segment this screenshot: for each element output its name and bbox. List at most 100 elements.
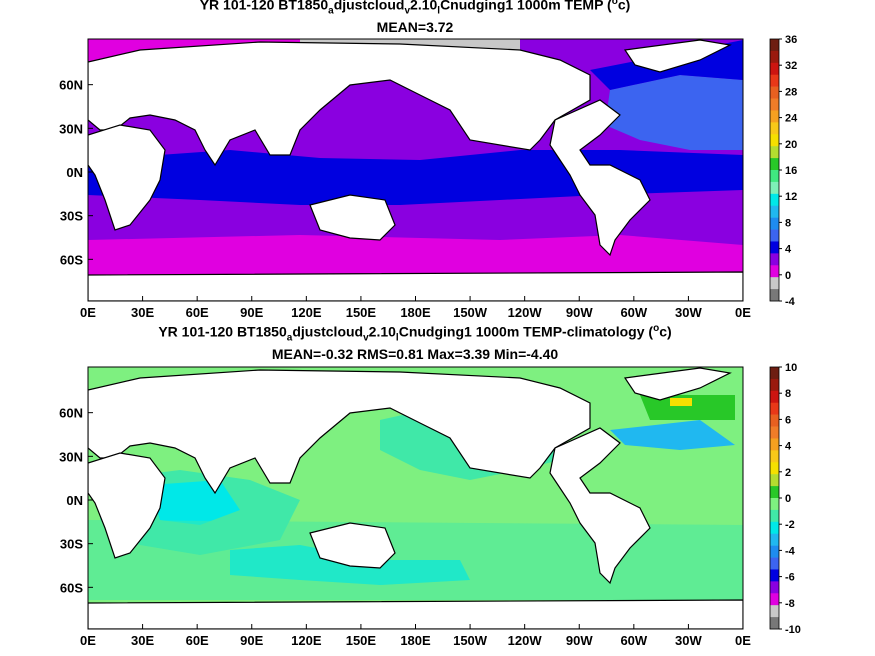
bottom-x-tick-label: 150E	[346, 633, 377, 648]
bottom-map-title: YR 101-120 BT1850adjustcloudv2.10lCnudgi…	[158, 323, 672, 344]
bottom-colorbar-swatch	[770, 545, 779, 558]
bottom-x-tick-label: 150W	[453, 633, 488, 648]
top-y-tick-label: 60N	[59, 78, 83, 93]
top-colorbar-swatch	[770, 253, 779, 266]
top-colorbar-swatch	[770, 50, 779, 64]
bottom-colorbar-swatch	[770, 569, 779, 582]
top-colorbar-label: 12	[785, 191, 797, 203]
top-colorbar-swatch	[770, 86, 779, 99]
bottom-colorbar-label: 0	[785, 493, 791, 505]
bottom-colorbar-swatch	[770, 509, 779, 523]
top-map	[88, 39, 743, 301]
top-colorbar-swatch	[770, 193, 779, 207]
top-x-tick-label: 180E	[400, 305, 431, 320]
top-colorbar-label: 4	[785, 244, 792, 256]
bottom-colorbar-label: 4	[785, 441, 792, 453]
top-colorbar-swatch	[770, 241, 779, 254]
top-colorbar-swatch	[770, 62, 779, 76]
top-colorbar-label: 24	[785, 113, 798, 125]
top-colorbar-swatch	[770, 205, 779, 218]
bottom-colorbar-label: 2	[785, 467, 791, 479]
top-colorbar-label: -4	[785, 296, 796, 308]
bottom-x-tick-label: 0E	[735, 633, 751, 648]
bottom-north-atlantic-green	[640, 395, 735, 420]
bottom-x-tick-label: 120E	[291, 633, 322, 648]
top-greenland-land	[623, 39, 732, 73]
top-eurasia-land	[88, 41, 591, 167]
bottom-y-tick-label: 30N	[59, 449, 83, 464]
bottom-y-tick-label: 60N	[59, 406, 83, 421]
bottom-colorbar-swatch	[770, 426, 779, 439]
top-x-tick-label: 150W	[453, 305, 488, 320]
top-colorbar-swatch	[770, 39, 779, 52]
bottom-southern-mint	[88, 520, 743, 600]
bottom-colorbar-swatch	[770, 462, 779, 475]
top-colorbar-swatch	[770, 98, 779, 111]
bottom-x-tick-label: 90W	[566, 633, 593, 648]
bottom-x-tick-label: 30E	[131, 633, 154, 648]
top-map-stats: MEAN=3.72	[376, 19, 454, 35]
top-x-tick-label: 30E	[131, 305, 154, 320]
bottom-colorbar-label: -4	[785, 545, 796, 557]
top-y-tick-label: 30S	[60, 209, 83, 224]
bottom-colorbar-label: 8	[785, 388, 791, 400]
top-antarctica-land	[88, 271, 743, 301]
top-x-axis-ticks: 0E 30E 60E 90E 120E 150E 180E 150W 120W 90W 60W 30W…	[80, 296, 751, 320]
bottom-colorbar-swatch	[770, 474, 779, 487]
bottom-colorbar-label: -8	[785, 598, 795, 610]
top-x-tick-label: 0E	[80, 305, 96, 320]
bottom-colorbar-swatch	[770, 438, 779, 451]
top-colorbar-swatch	[770, 277, 779, 290]
top-colorbar-swatch	[770, 122, 779, 135]
top-colorbar-label: 20	[785, 139, 797, 151]
top-colorbar-swatch	[770, 170, 779, 183]
top-x-tick-label: 90W	[566, 305, 593, 320]
bottom-colorbar-label: -2	[785, 519, 795, 531]
bottom-colorbar-swatch	[770, 557, 779, 570]
bottom-land	[88, 367, 743, 629]
top-colorbar-label: 0	[785, 270, 791, 282]
top-colorbar-swatch	[770, 217, 779, 230]
top-colorbar-label: 8	[785, 217, 791, 229]
top-colorbar-swatch	[770, 158, 779, 171]
top-x-tick-label: 120E	[291, 305, 322, 320]
bottom-x-tick-label: 120W	[508, 633, 543, 648]
top-colorbar-swatch	[770, 265, 779, 278]
bottom-greenland-land	[623, 367, 732, 401]
bottom-africa-land	[88, 452, 166, 559]
top-colorbar-swatch	[770, 134, 779, 147]
bottom-x-tick-label: 90E	[240, 633, 263, 648]
top-colorbar-swatch	[770, 146, 779, 159]
bottom-colorbar-swatch	[770, 367, 779, 380]
bottom-colorbar-swatch	[770, 450, 779, 463]
top-colorbar: 36 32 28 24 20 16 12 8 4 0 -4	[769, 34, 798, 308]
top-africa-land	[88, 124, 166, 231]
bottom-north-atlantic-yellow	[670, 398, 692, 406]
top-y-tick-label: 0N	[66, 165, 83, 180]
bottom-colorbar-label: 6	[785, 414, 791, 426]
bottom-colorbar-swatch	[770, 402, 779, 415]
bottom-map-stats: MEAN=-0.32 RMS=0.81 Max=3.39 Min=-4.40	[271, 346, 559, 362]
top-colorbar-swatch	[770, 181, 779, 195]
top-x-tick-label: 60E	[186, 305, 209, 320]
top-colorbar-swatch	[770, 289, 779, 302]
bottom-colorbar-swatch	[770, 521, 779, 535]
top-map-title: YR 101-120 BT1850adjustcloudv2.10lCnudgi…	[199, 0, 631, 17]
bottom-y-tick-label: 0N	[66, 493, 83, 508]
top-y-tick-label: 60S	[60, 252, 83, 267]
top-y-axis-ticks: 60N 30N 0N 30S 60S	[59, 78, 93, 267]
top-americas-land	[549, 99, 651, 257]
bottom-x-tick-label: 30W	[675, 633, 702, 648]
bottom-colorbar-label: 10	[785, 362, 797, 374]
bottom-eurasia-land	[88, 369, 591, 495]
bottom-y-tick-label: 60S	[60, 580, 83, 595]
bottom-colorbar-swatch	[770, 533, 779, 546]
top-x-tick-label: 30W	[675, 305, 702, 320]
bottom-colorbar-swatch	[770, 414, 779, 427]
bottom-colorbar: 10 8 6 4 2 0 -2 -4 -6 -8 -10	[769, 362, 801, 636]
bottom-x-tick-label: 0E	[80, 633, 96, 648]
bottom-colorbar-label: -6	[785, 572, 795, 584]
top-colorbar-label: 16	[785, 165, 797, 177]
top-x-tick-label: 150E	[346, 305, 377, 320]
